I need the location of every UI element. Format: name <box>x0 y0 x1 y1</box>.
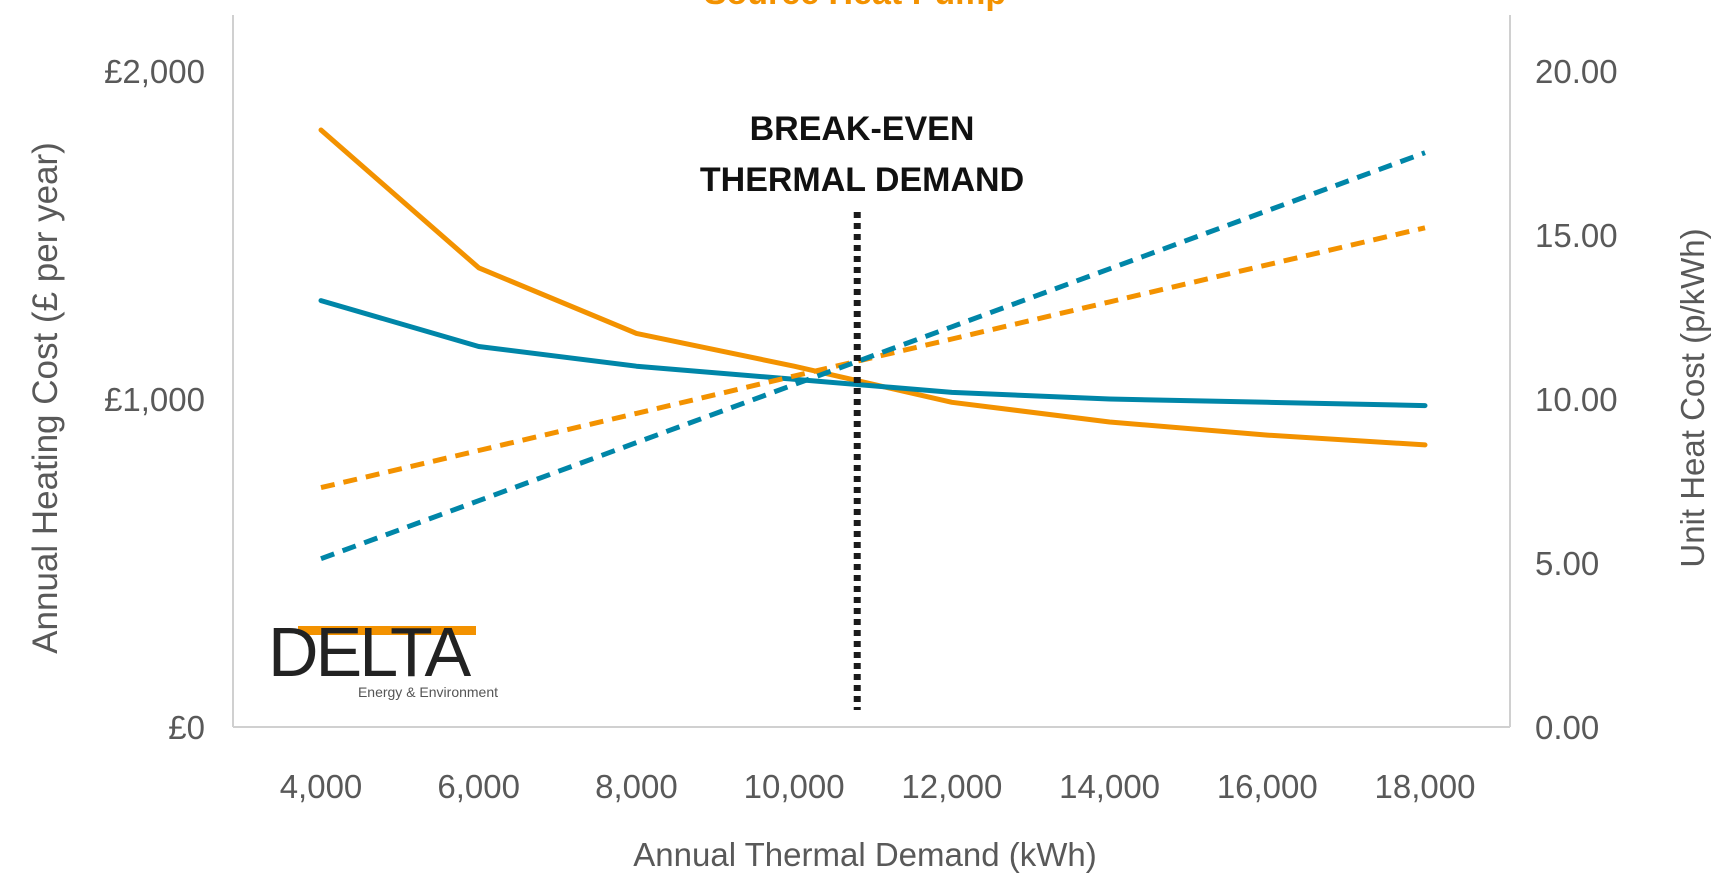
y-tick-label-left: £2,000 <box>104 53 205 90</box>
x-tick-label: 6,000 <box>437 768 520 805</box>
chart-title: Source Heat Pump <box>704 0 1006 12</box>
x-tick-label: 12,000 <box>901 768 1002 805</box>
y-axis-label-left: Annual Heating Cost (£ per year) <box>26 142 65 654</box>
x-tick-label: 4,000 <box>280 768 363 805</box>
x-tick-label: 14,000 <box>1059 768 1160 805</box>
series-line-4 <box>320 150 1426 562</box>
y-tick-label-right: 20.00 <box>1535 53 1618 90</box>
y-tick-label-right: 15.00 <box>1535 217 1618 254</box>
logo-accent-bar <box>298 626 476 635</box>
logo-wordmark: DELTA <box>268 613 472 691</box>
axes-group <box>232 15 1511 728</box>
y-tick-label-right: 0.00 <box>1535 709 1599 746</box>
series-group <box>318 127 1428 562</box>
y-tick-label-right: 5.00 <box>1535 545 1599 582</box>
series-line-3 <box>320 225 1426 491</box>
logo-tagline: Energy & Environment <box>358 684 498 700</box>
labels-group: Source Heat Pump 4,000 6,000 8,000 10,000 12,… <box>26 0 1711 873</box>
x-tick-label: 16,000 <box>1217 768 1318 805</box>
y-axis-label-right: Unit Heat Cost (p/kWh) <box>1674 228 1711 567</box>
x-tick-label: 10,000 <box>744 768 845 805</box>
x-tick-label: 8,000 <box>595 768 678 805</box>
x-tick-label: 18,000 <box>1375 768 1476 805</box>
annotation-group: BREAK-EVEN THERMAL DEMAND <box>700 110 1024 710</box>
y-tick-label-left: £0 <box>168 709 205 746</box>
y-tick-label-right: 10.00 <box>1535 381 1618 418</box>
break-even-label: THERMAL DEMAND <box>700 161 1024 199</box>
break-even-label: BREAK-EVEN <box>750 110 975 148</box>
series-line-2 <box>318 298 1428 409</box>
x-axis-label: Annual Thermal Demand (kWh) <box>633 836 1096 873</box>
y-tick-label-left: £1,000 <box>104 381 205 418</box>
